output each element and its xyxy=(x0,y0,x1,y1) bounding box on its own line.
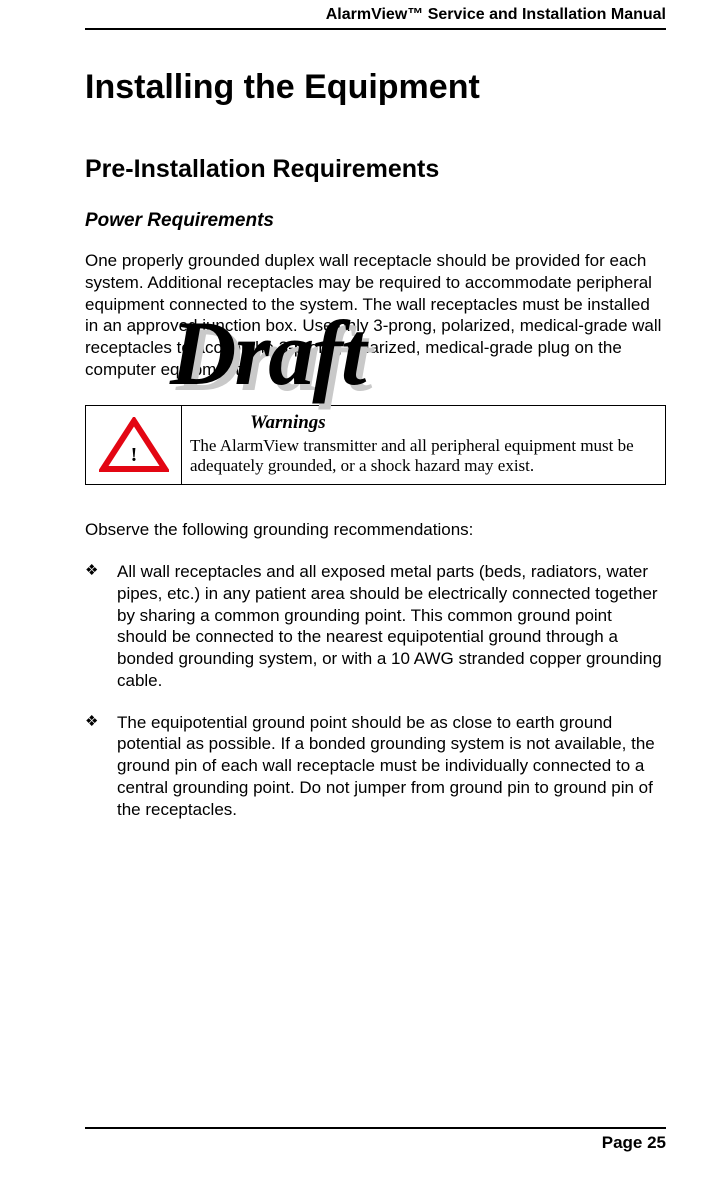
warning-icon-cell: ! xyxy=(86,405,182,485)
running-header: AlarmView™ Service and Installation Manu… xyxy=(85,0,666,30)
warning-body: The AlarmView transmitter and all periph… xyxy=(190,436,657,477)
subsection-heading: Power Requirements xyxy=(85,210,666,232)
section-heading: Pre-Installation Requirements xyxy=(85,155,666,184)
warning-triangle-icon: ! xyxy=(99,417,169,473)
page-root: AlarmView™ Service and Installation Manu… xyxy=(0,0,716,1183)
list-item: All wall receptacles and all exposed met… xyxy=(85,561,666,692)
page-footer: Page 25 xyxy=(85,1127,666,1153)
warning-title: Warnings xyxy=(190,412,657,434)
grounding-list: All wall receptacles and all exposed met… xyxy=(85,561,666,820)
intro-paragraph: One properly grounded duplex wall recept… xyxy=(85,250,666,381)
observe-line: Observe the following grounding recommen… xyxy=(85,519,666,541)
page-number: Page 25 xyxy=(602,1133,666,1152)
warning-box: ! Warnings The AlarmView transmitter and… xyxy=(85,405,666,486)
list-item: The equipotential ground point should be… xyxy=(85,712,666,821)
warning-bang-icon: ! xyxy=(130,444,137,466)
page-title: Installing the Equipment xyxy=(85,68,666,107)
warning-text-cell: Warnings The AlarmView transmitter and a… xyxy=(182,405,666,485)
